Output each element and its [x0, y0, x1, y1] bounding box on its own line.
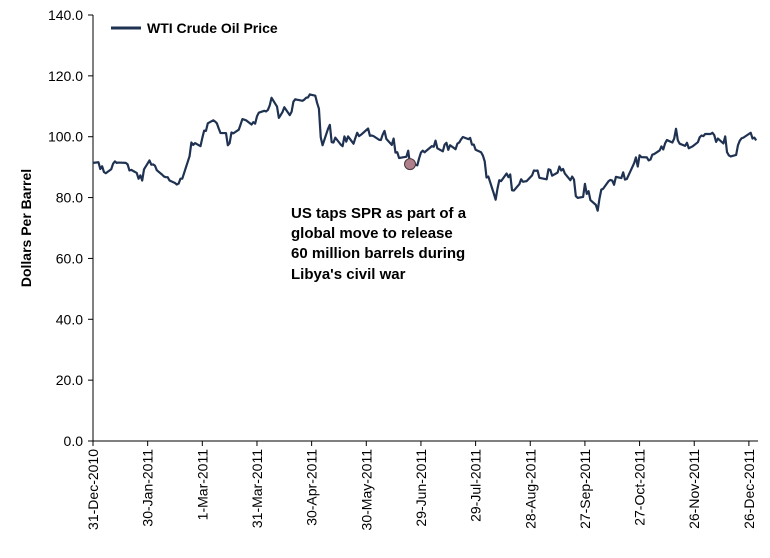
annotation-text-line: Libya's civil war — [291, 266, 406, 283]
y-axis-title: Dollars Per Barrel — [18, 169, 34, 287]
x-tick-label: 27-Oct-2011 — [632, 449, 648, 526]
y-axis-ticks: 0.0 20.0 40.0 60.0 80.0 100.0 120.0 140.0 — [48, 7, 93, 449]
x-axis-ticks: 31-Dec-2010 30-Jan-2011 1-Mar-2011 31-Mar-2… — [85, 441, 757, 530]
series-line — [92, 93, 758, 212]
x-tick-label: 30-Apr-2011 — [304, 449, 320, 526]
x-tick-label: 26-Nov-2011 — [686, 449, 702, 529]
y-tick-label: 0.0 — [64, 433, 84, 449]
x-tick-label: 30-May-2011 — [358, 449, 374, 531]
y-tick-label: 140.0 — [48, 7, 83, 23]
y-tick-label: 120.0 — [48, 68, 83, 84]
y-tick-label: 40.0 — [56, 311, 83, 327]
series-group — [92, 93, 758, 212]
x-tick-label: 26-Dec-2011 — [741, 449, 757, 529]
x-tick-label: 27-Sep-2011 — [577, 449, 593, 529]
x-tick-label: 30-Jan-2011 — [140, 449, 156, 527]
x-tick-label: 28-Aug-2011 — [522, 449, 538, 529]
annotation-text-line: 60 million barrels during — [291, 245, 465, 262]
legend-label: WTI Crude Oil Price — [147, 20, 278, 36]
y-tick-label: 60.0 — [56, 250, 83, 266]
x-tick-label: 31-Dec-2010 — [85, 449, 101, 530]
x-tick-label: 29-Jul-2011 — [468, 449, 484, 522]
annotation-text-line: global move to release — [291, 225, 453, 242]
annotation: US taps SPR as part of a global move to r… — [291, 158, 467, 283]
x-tick-label: 1-Mar-2011 — [194, 449, 210, 521]
annotation-text-line: US taps SPR as part of a — [291, 205, 467, 222]
y-tick-label: 80.0 — [56, 190, 83, 206]
annotation-marker — [404, 158, 417, 171]
y-tick-label: 100.0 — [48, 129, 83, 145]
legend: WTI Crude Oil Price — [111, 20, 278, 36]
x-tick-label: 31-Mar-2011 — [249, 449, 265, 528]
x-tick-label: 29-Jun-2011 — [413, 449, 429, 527]
y-tick-label: 20.0 — [56, 372, 83, 388]
